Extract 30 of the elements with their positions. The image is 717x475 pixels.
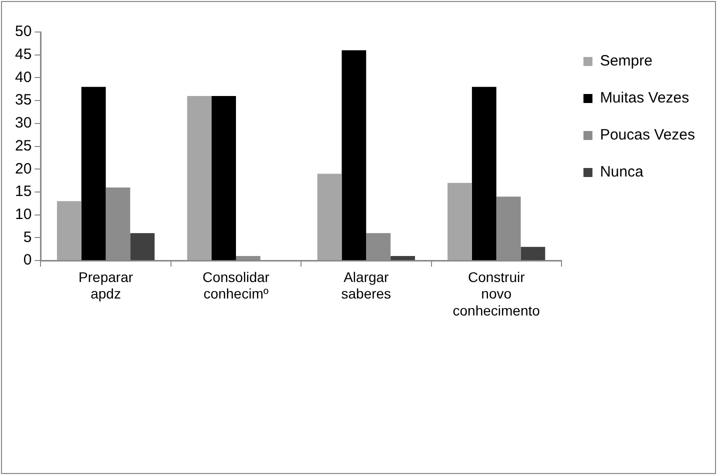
y-tick-label: 25 <box>14 137 32 154</box>
bar <box>317 174 342 260</box>
y-tick-label: 50 <box>14 23 32 40</box>
x-tick-label: Preparar apdz <box>78 268 134 302</box>
bar <box>520 246 546 260</box>
y-tick-label: 20 <box>14 160 32 178</box>
bar <box>472 86 496 260</box>
bar <box>342 50 366 260</box>
bar <box>56 201 82 260</box>
y-tick-label: 15 <box>14 183 32 200</box>
y-tick-label: 40 <box>14 68 32 86</box>
legend-label: Muitas Vezes <box>600 90 690 107</box>
bar <box>390 256 415 260</box>
x-tick-label: Construir novo conhecimento <box>452 268 540 318</box>
y-tick-label: 35 <box>14 92 32 109</box>
legend-label: Poucas Vezes <box>600 126 695 144</box>
bar <box>212 96 236 260</box>
x-tick-label: Consolidar conhecimº <box>202 268 270 302</box>
y-tick-label: 5 <box>23 228 32 246</box>
bar <box>81 86 106 260</box>
legend-label: Nunca <box>600 164 644 181</box>
legend-label: Sempre <box>600 52 652 70</box>
x-tick-label: Alargar saberes <box>341 268 392 302</box>
bar <box>187 96 212 260</box>
y-tick-label: 10 <box>14 206 32 224</box>
y-tick-label: 0 <box>23 252 32 269</box>
y-tick-label: 30 <box>14 114 32 132</box>
y-tick-label: 45 <box>14 46 32 63</box>
bar <box>130 233 155 260</box>
bar <box>448 182 472 260</box>
